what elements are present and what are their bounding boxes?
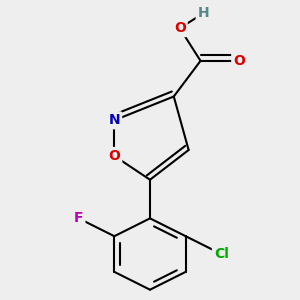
Text: O: O: [108, 149, 120, 163]
Text: H: H: [198, 6, 209, 20]
Text: O: O: [233, 54, 245, 68]
Text: N: N: [109, 113, 120, 127]
Text: O: O: [174, 21, 186, 35]
Text: F: F: [74, 212, 83, 225]
Text: Cl: Cl: [214, 247, 229, 261]
